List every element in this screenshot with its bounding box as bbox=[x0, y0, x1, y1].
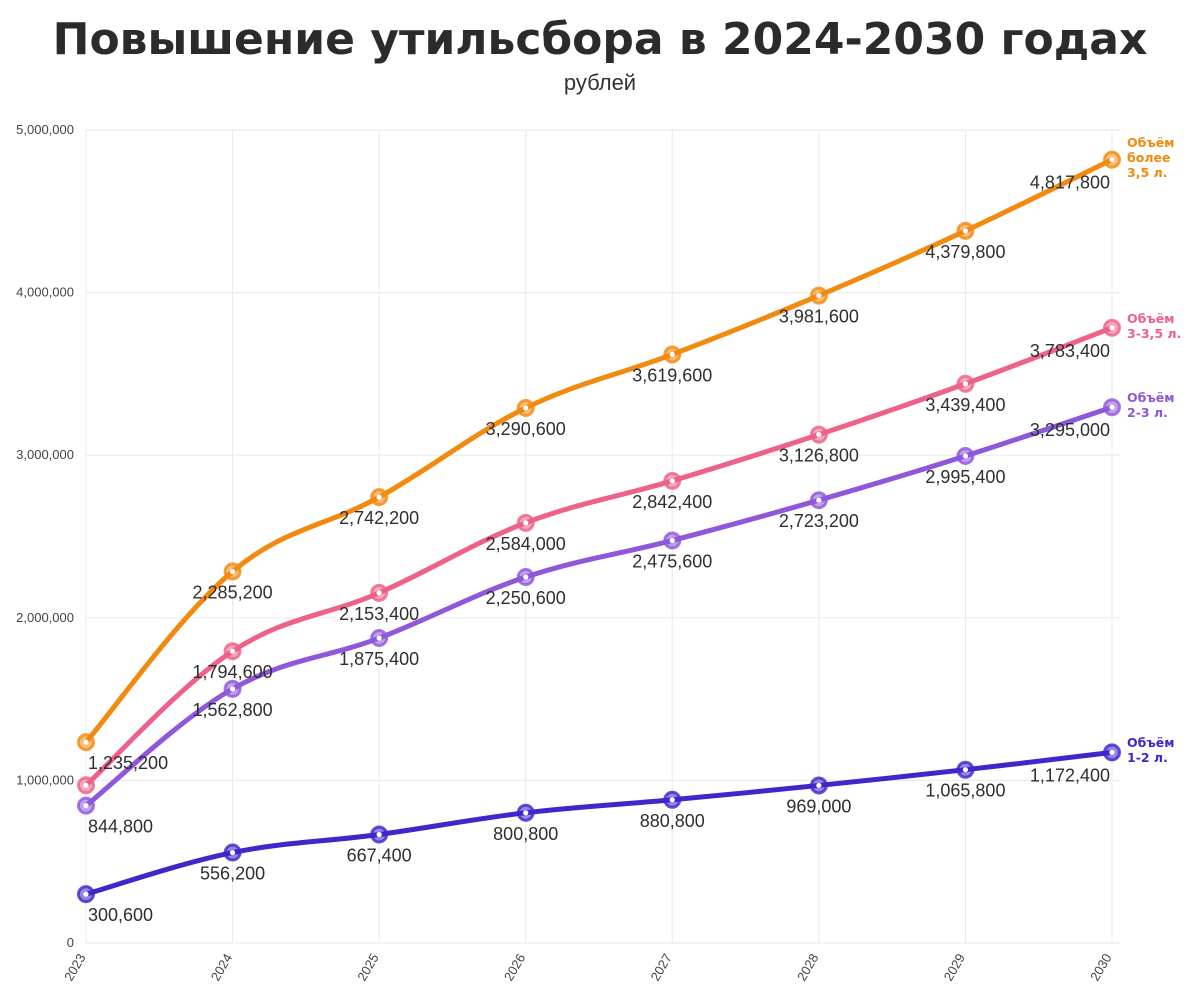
data-label-indigo: 800,800 bbox=[493, 824, 558, 844]
y-tick-label: 2,000,000 bbox=[16, 610, 74, 625]
data-label-indigo: 1,172,400 bbox=[1030, 765, 1110, 785]
data-point-pink bbox=[1103, 318, 1121, 337]
data-label-orange: 3,619,600 bbox=[632, 365, 712, 385]
data-point-pink bbox=[809, 425, 828, 444]
data-label-pink: 3,439,400 bbox=[925, 395, 1005, 415]
data-point-orange bbox=[663, 345, 682, 364]
data-label-indigo: 1,065,800 bbox=[925, 781, 1005, 801]
data-label-indigo: 556,200 bbox=[200, 864, 265, 884]
data-label-purple: 1,875,400 bbox=[339, 649, 419, 669]
data-point-purple bbox=[1103, 398, 1121, 417]
data-point-indigo bbox=[77, 885, 95, 904]
x-tick-label: 2030 bbox=[1087, 951, 1114, 984]
x-tick-label: 2028 bbox=[794, 951, 821, 984]
data-point-pink bbox=[370, 583, 389, 602]
data-label-pink: 3,126,800 bbox=[779, 446, 859, 466]
data-point-indigo bbox=[516, 803, 535, 822]
data-point-orange bbox=[809, 286, 828, 305]
x-tick-label: 2029 bbox=[941, 951, 968, 984]
data-label-pink: 2,584,000 bbox=[486, 534, 566, 554]
data-point-orange bbox=[370, 488, 389, 507]
x-tick-label: 2025 bbox=[354, 951, 381, 984]
legend: Объём более 3,5 л. Объём 3-3,5 л. Объём 2-3 л.… bbox=[1127, 135, 1181, 765]
data-label-indigo: 300,600 bbox=[88, 905, 153, 925]
y-tick-label: 0 bbox=[67, 935, 74, 950]
data-point-indigo bbox=[223, 843, 242, 862]
y-tick-label: 5,000,000 bbox=[16, 122, 74, 137]
x-tick-label: 2023 bbox=[61, 951, 88, 984]
data-point-pink bbox=[223, 642, 242, 661]
data-point-orange bbox=[1103, 150, 1121, 169]
x-tick-label: 2024 bbox=[208, 951, 235, 984]
data-label-orange: 4,817,800 bbox=[1030, 173, 1110, 193]
x-tick-label: 2026 bbox=[501, 951, 528, 984]
data-point-orange bbox=[956, 221, 975, 240]
data-point-purple bbox=[370, 629, 389, 648]
y-tick-label: 1,000,000 bbox=[16, 772, 74, 787]
data-point-pink bbox=[956, 374, 975, 393]
data-label-purple: 3,295,000 bbox=[1030, 420, 1110, 440]
data-point-pink bbox=[77, 776, 95, 795]
legend-orange: Объём более 3,5 л. bbox=[1127, 135, 1174, 180]
legend-indigo: Объём 1-2 л. bbox=[1127, 735, 1174, 765]
series-line-purple bbox=[83, 404, 1115, 809]
data-label-purple: 844,800 bbox=[88, 817, 153, 837]
data-point-indigo bbox=[1103, 743, 1121, 762]
x-tick-label: 2027 bbox=[647, 951, 674, 984]
data-point-indigo bbox=[956, 760, 975, 779]
data-point-pink bbox=[516, 513, 535, 532]
data-label-indigo: 969,000 bbox=[786, 796, 851, 816]
data-point-indigo bbox=[370, 825, 389, 844]
data-label-indigo: 880,800 bbox=[640, 811, 705, 831]
data-label-pink: 2,153,400 bbox=[339, 604, 419, 624]
data-label-purple: 2,995,400 bbox=[925, 467, 1005, 487]
data-point-pink bbox=[663, 471, 682, 490]
chart-subtitle: рублей bbox=[563, 70, 637, 95]
chart-title: Повышение утильсбора в 2024-2030 годах bbox=[52, 14, 1148, 65]
data-label-orange: 4,379,800 bbox=[925, 242, 1005, 262]
data-point-purple bbox=[223, 679, 242, 698]
data-label-orange: 3,981,600 bbox=[779, 307, 859, 327]
data-point-orange bbox=[516, 398, 535, 417]
series bbox=[77, 150, 1121, 904]
data-label-pink: 1,794,600 bbox=[193, 662, 273, 682]
data-point-purple bbox=[809, 491, 828, 510]
series-line-indigo bbox=[83, 749, 1115, 897]
data-point-indigo bbox=[663, 790, 682, 809]
data-label-orange: 2,742,200 bbox=[339, 508, 419, 528]
data-labels: 1,235,200 2,285,200 2,742,200 3,290,600 3,61… bbox=[88, 173, 1110, 925]
data-point-orange bbox=[223, 562, 242, 581]
data-point-indigo bbox=[809, 776, 828, 795]
data-point-purple bbox=[77, 796, 95, 815]
data-label-indigo: 667,400 bbox=[347, 845, 412, 865]
y-tick-label: 4,000,000 bbox=[16, 285, 74, 300]
data-point-orange bbox=[77, 733, 95, 752]
data-label-pink: 3,783,400 bbox=[1030, 341, 1110, 361]
data-point-purple bbox=[663, 531, 682, 550]
data-label-orange: 3,290,600 bbox=[486, 419, 566, 439]
data-label-orange: 1,235,200 bbox=[88, 753, 168, 773]
data-label-purple: 2,475,600 bbox=[632, 551, 712, 571]
data-point-purple bbox=[956, 446, 975, 465]
legend-pink: Объём 3-3,5 л. bbox=[1127, 311, 1181, 341]
y-tick-label: 3,000,000 bbox=[16, 447, 74, 462]
data-label-orange: 2,285,200 bbox=[193, 582, 273, 602]
data-point-purple bbox=[516, 568, 535, 587]
legend-purple: Объём 2-3 л. bbox=[1127, 390, 1174, 420]
data-label-purple: 1,562,800 bbox=[193, 700, 273, 720]
data-label-purple: 2,723,200 bbox=[779, 511, 859, 531]
data-label-purple: 2,250,600 bbox=[486, 588, 566, 608]
data-label-pink: 2,842,400 bbox=[632, 492, 712, 512]
